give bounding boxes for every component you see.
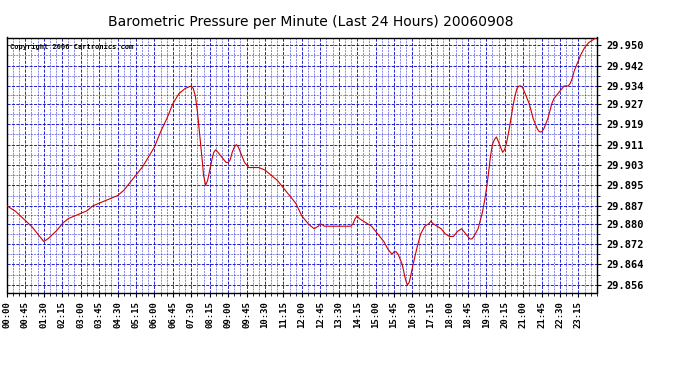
Text: Copyright 2006 Cartronics.com: Copyright 2006 Cartronics.com bbox=[10, 43, 133, 50]
Text: Barometric Pressure per Minute (Last 24 Hours) 20060908: Barometric Pressure per Minute (Last 24 … bbox=[108, 15, 513, 29]
